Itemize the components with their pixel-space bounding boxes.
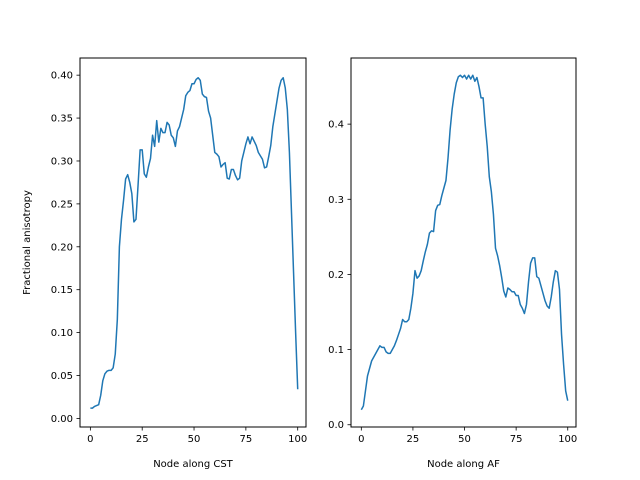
af-series-line — [360, 74, 569, 411]
af-y-tick-label: 0.0 — [328, 420, 344, 431]
cst-x-ticks: 0 25 50 75 100 — [87, 427, 307, 445]
cst-y-tick-label: 0.05 — [51, 371, 73, 382]
cst-x-tick-label: 100 — [288, 434, 307, 445]
af-x-tick-label: 0 — [358, 434, 364, 445]
af-y-tick-label: 0.2 — [328, 270, 344, 281]
cst-y-tick-label: 0.20 — [51, 242, 73, 253]
cst-y-axis-label: Fractional anisotropy — [22, 190, 33, 295]
cst-y-tick-label: 0.40 — [51, 71, 73, 82]
cst-y-tick-label: 0.25 — [51, 199, 73, 210]
cst-axes-frame — [79, 57, 307, 428]
cst-y-tick-label: 0.00 — [51, 414, 73, 425]
cst-x-tick-label: 25 — [136, 434, 149, 445]
cst-y-tick-label: 0.35 — [51, 114, 73, 125]
cst-y-tick-label: 0.30 — [51, 156, 73, 167]
cst-y-tick-label: 0.15 — [51, 285, 73, 296]
cst-x-tick-label: 0 — [87, 434, 93, 445]
af-y-ticks: 0.0 0.1 0.2 0.3 0.4 — [328, 120, 351, 431]
af-x-ticks: 0 25 50 75 100 — [358, 427, 577, 445]
cst-panel: 0 25 50 75 100 0.000.050.100.150.200.250.300… — [22, 57, 307, 470]
cst-x-tick-label: 75 — [240, 434, 253, 445]
af-axes-frame — [350, 57, 577, 428]
af-x-axis-label: Node along AF — [427, 459, 500, 470]
cst-x-axis-label: Node along CST — [153, 459, 233, 470]
af-x-tick-label: 100 — [558, 434, 577, 445]
cst-y-tick-label: 0.10 — [51, 328, 73, 339]
af-y-tick-label: 0.4 — [328, 120, 344, 131]
cst-line-layer — [90, 76, 299, 409]
af-panel: 0 25 50 75 100 0.0 0.1 0.2 0.3 0.4 Node along AF — [328, 57, 577, 470]
af-y-tick-label: 0.1 — [328, 345, 344, 356]
cst-y-ticks: 0.00 0.05 0.10 0.15 0.20 0.25 0.30 0.35 0.40 — [51, 71, 80, 425]
af-x-tick-label: 50 — [458, 434, 471, 445]
cst-series-line — [90, 76, 299, 409]
af-y-tick-label: 0.3 — [328, 195, 344, 206]
af-x-tick-label: 75 — [510, 434, 523, 445]
af-line-layer — [360, 74, 569, 411]
af-x-tick-label: 25 — [407, 434, 420, 445]
cst-x-tick-label: 50 — [188, 434, 201, 445]
